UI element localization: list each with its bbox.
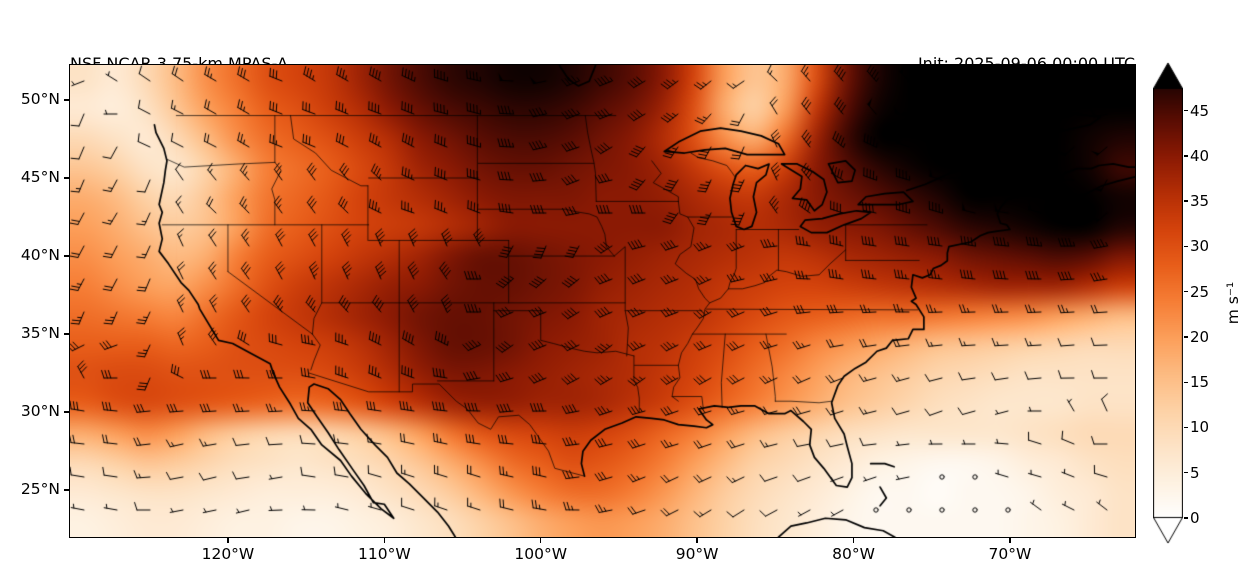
- x-tick-label: 100°W: [514, 545, 568, 563]
- y-tick-label: 30°N: [20, 402, 60, 421]
- y-tick-label: 35°N: [20, 324, 60, 343]
- x-tick-mark: [227, 538, 229, 543]
- x-tick-mark: [540, 538, 542, 543]
- x-tick-label: 120°W: [201, 545, 255, 563]
- colorbar-tick-label: 5: [1190, 463, 1200, 482]
- y-tick-label: 25°N: [20, 480, 60, 499]
- x-tick-mark: [852, 538, 855, 543]
- x-tick-label: 80°W: [832, 545, 875, 563]
- y-tick-mark: [64, 411, 69, 413]
- x-tick-label: 70°W: [988, 545, 1032, 563]
- y-tick-mark: [64, 489, 69, 491]
- y-tick-label: 45°N: [20, 168, 60, 186]
- colorbar-unit-label: m s⁻¹: [1224, 281, 1242, 325]
- colorbar-tick-label: 40: [1190, 146, 1210, 165]
- colorbar-tick-label: 20: [1190, 327, 1210, 346]
- y-tick-label: 40°N: [20, 246, 60, 265]
- colorbar-tick-mark: [1184, 290, 1188, 293]
- shear-map-canvas: [70, 65, 1135, 537]
- x-tick-label: 90°W: [675, 545, 719, 563]
- x-tick-label: 110°W: [357, 545, 411, 563]
- colorbar-tick-mark: [1184, 426, 1188, 429]
- y-tick-mark: [64, 99, 69, 101]
- x-tick-mark: [1009, 538, 1011, 543]
- colorbar-tick-mark: [1184, 245, 1188, 248]
- colorbar-tick-label: 35: [1190, 192, 1210, 211]
- colorbar-tick-mark: [1184, 517, 1188, 519]
- colorbar-tick-mark: [1184, 200, 1188, 202]
- colorbar-tick-mark: [1184, 109, 1188, 112]
- colorbar-tick-label: 25: [1190, 282, 1210, 301]
- colorbar-tick-label: 45: [1190, 101, 1210, 120]
- y-tick-mark: [64, 333, 69, 335]
- colorbar-tick-label: 30: [1190, 237, 1210, 256]
- colorbar-tick-mark: [1184, 336, 1188, 338]
- y-tick-mark: [64, 255, 69, 257]
- colorbar-tick-label: 0: [1190, 509, 1200, 527]
- y-tick-label: 50°N: [20, 89, 60, 108]
- colorbar-tick-mark: [1184, 381, 1188, 383]
- colorbar-canvas: [1153, 60, 1183, 546]
- colorbar-tick-mark: [1184, 155, 1188, 157]
- x-tick-mark: [696, 538, 698, 543]
- colorbar-tick-label: 15: [1190, 373, 1210, 392]
- colorbar-tick-mark: [1184, 472, 1188, 474]
- colorbar-tick-label: 10: [1190, 418, 1210, 437]
- y-tick-mark: [64, 177, 69, 179]
- x-tick-mark: [383, 538, 386, 543]
